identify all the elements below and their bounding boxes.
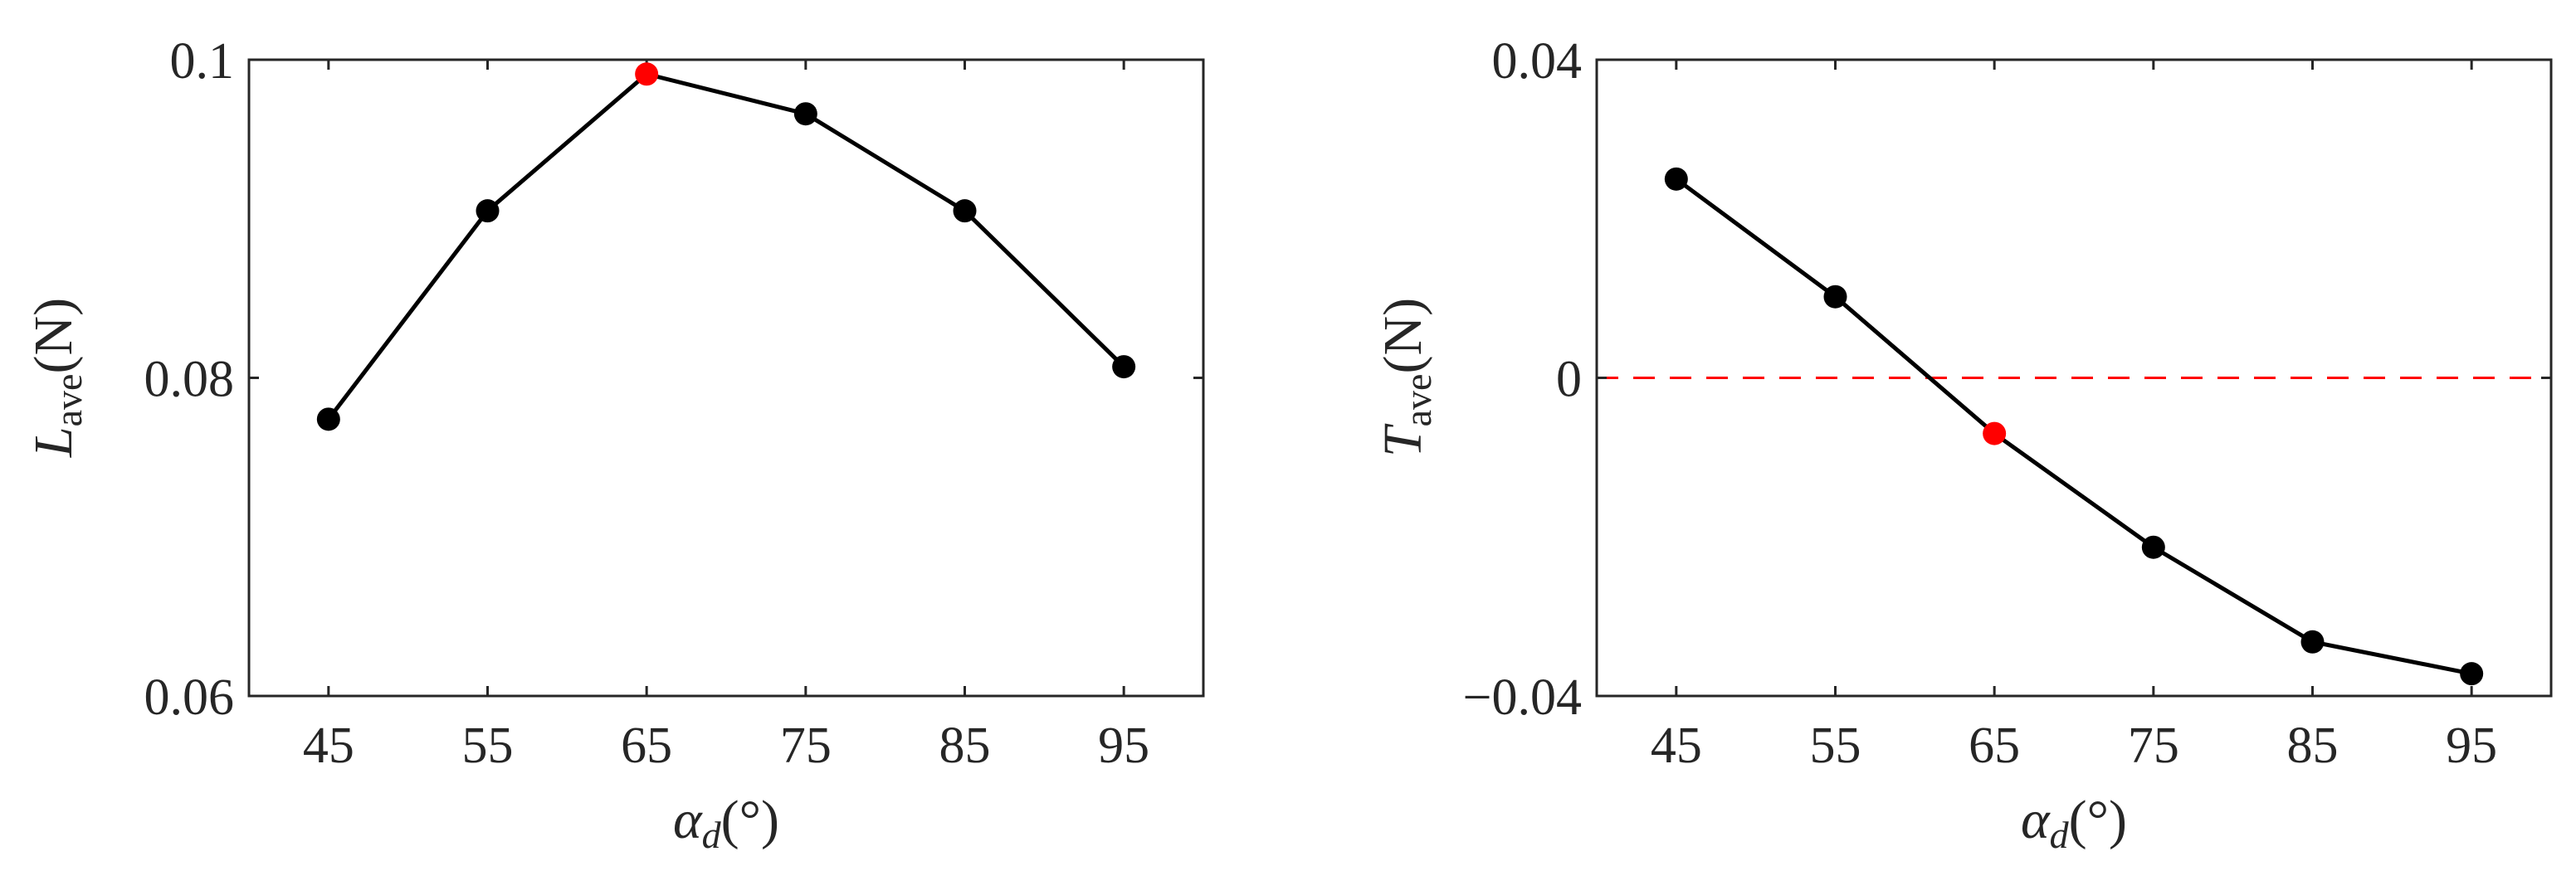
data-point (953, 199, 977, 223)
y-tick-label: 0.04 (1492, 33, 1583, 90)
data-point (316, 407, 340, 431)
y-axis-label: Lave(N) (23, 298, 90, 458)
x-tick-label: 85 (2287, 718, 2339, 774)
y-axis-ticks: −0.04 0 0.04 (1463, 33, 2551, 726)
x-axis-label: αd(°) (2021, 790, 2127, 856)
data-point (1664, 167, 1688, 191)
series-line (1664, 167, 2484, 686)
x-axis-ticks: 45 55 65 75 85 95 (1651, 60, 2497, 774)
highlight-point (635, 62, 659, 86)
y-tick-label: −0.04 (1463, 669, 1582, 726)
y-axis-label: Tave(N) (1373, 298, 1439, 457)
thrust-chart: 45 55 65 75 85 95 −0.04 0 0.04 αd(°) Tave(N) (1373, 33, 2553, 856)
data-point (1112, 355, 1136, 379)
series-polyline (326, 71, 1125, 421)
x-tick-label: 55 (1810, 718, 1861, 774)
series-line (316, 62, 1136, 431)
y-tick-label: 0.1 (170, 33, 235, 90)
data-point (2141, 535, 2165, 559)
plot-area-frame (247, 58, 1205, 698)
x-tick-label: 55 (462, 718, 514, 774)
lift-chart: 45 55 65 75 85 95 0.06 0.08 0.1 αd(°) Lave(N) (23, 33, 1205, 856)
x-axis-label: αd(°) (673, 790, 779, 856)
x-tick-label: 95 (1098, 718, 1149, 774)
data-point (793, 102, 817, 126)
x-axis-ticks: 45 55 65 75 85 95 (303, 60, 1149, 774)
y-axis-ticks: 0.06 0.08 0.1 (144, 33, 1203, 726)
x-tick-label: 65 (621, 718, 672, 774)
x-tick-label: 75 (780, 718, 832, 774)
x-tick-label: 45 (303, 718, 354, 774)
data-point (1823, 285, 1847, 309)
data-point (476, 199, 500, 223)
data-point (2460, 662, 2484, 686)
y-tick-label: 0 (1556, 352, 1582, 408)
highlight-point (1983, 421, 2007, 445)
data-point (2300, 630, 2325, 654)
x-tick-label: 65 (1969, 718, 2020, 774)
x-tick-label: 45 (1651, 718, 1702, 774)
series-polyline (1675, 177, 2472, 676)
x-tick-label: 95 (2446, 718, 2497, 774)
x-tick-label: 75 (2128, 718, 2179, 774)
y-tick-label: 0.08 (144, 352, 235, 408)
x-tick-label: 85 (939, 718, 991, 774)
y-tick-label: 0.06 (144, 669, 235, 726)
